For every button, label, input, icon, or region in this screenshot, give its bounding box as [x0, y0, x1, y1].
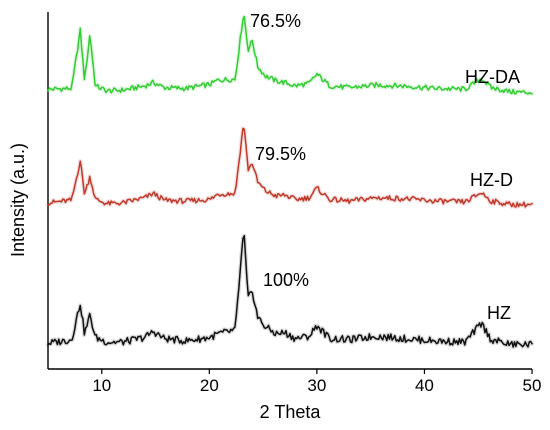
x-tick-label: 50	[523, 376, 542, 395]
x-tick-label: 40	[415, 376, 434, 395]
series-label-hz: HZ	[487, 303, 511, 323]
annotation-hz: 100%	[263, 270, 309, 290]
x-axis-title: 2 Theta	[260, 402, 322, 422]
x-tick-label: 20	[200, 376, 219, 395]
annotation-hz-d: 79.5%	[255, 144, 306, 164]
series-label-layer: HZ-DA HZ-D HZ	[465, 67, 520, 323]
x-tick-label: 10	[92, 376, 111, 395]
series-label-hz-da: HZ-DA	[465, 67, 520, 87]
series-layer	[46, 14, 534, 350]
y-axis-title: Intensity (a.u.)	[8, 143, 28, 257]
annotation-layer: 76.5% 79.5% 100%	[250, 11, 309, 290]
x-ticks: 10 20 30 40 50	[92, 369, 541, 395]
x-tick-label: 30	[307, 376, 326, 395]
series-label-hz-d: HZ-D	[470, 170, 513, 190]
series-line-hz	[47, 234, 533, 348]
annotation-hz-da: 76.5%	[250, 11, 301, 31]
series-line-hz-d	[47, 127, 533, 208]
series-line-hz-da	[47, 15, 533, 95]
